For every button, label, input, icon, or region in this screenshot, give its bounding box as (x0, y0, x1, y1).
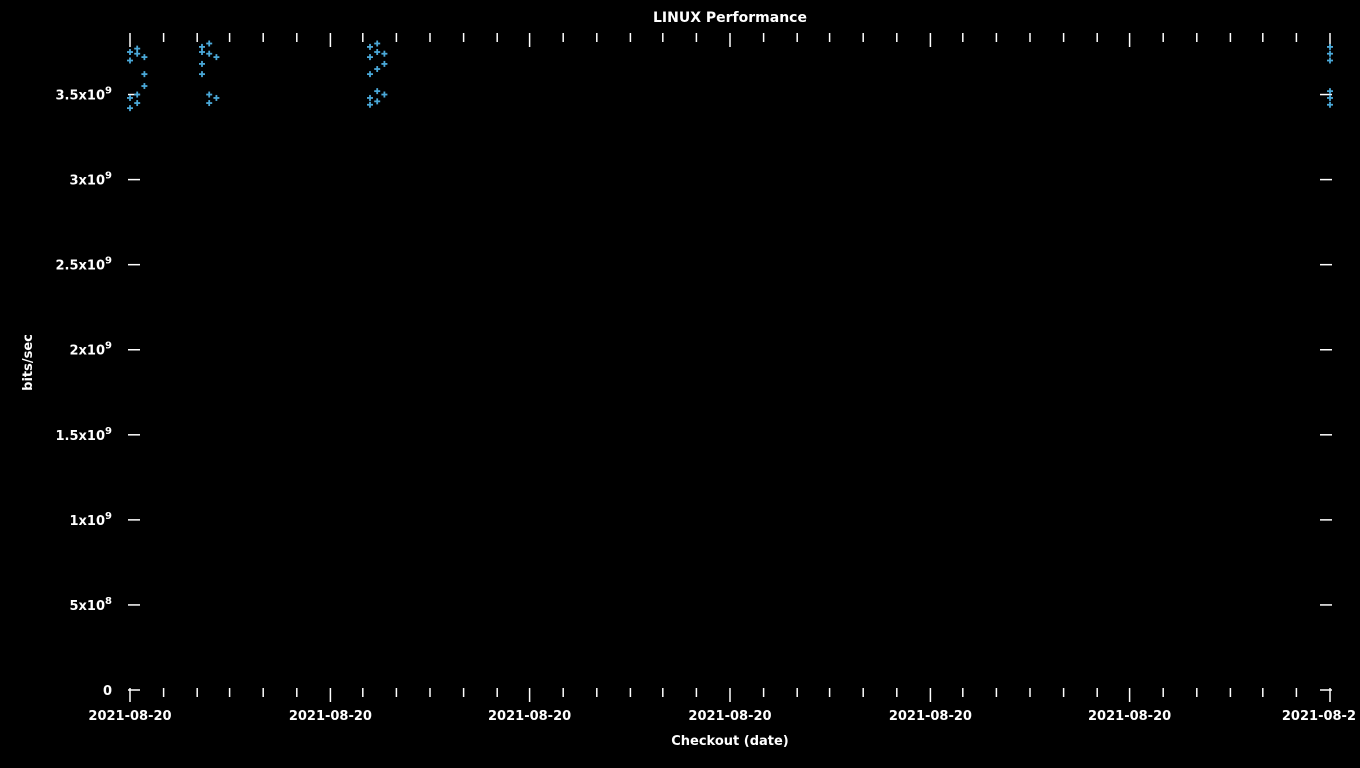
x-tick-label: 2021-08-20 (488, 709, 571, 724)
chart-svg: LINUX Performance05x1081x1091.5x1092x109… (0, 0, 1360, 768)
x-tick-label: 2021-08-20 (1088, 709, 1171, 724)
x-tick-label: 2021-08-20 (688, 709, 771, 724)
y-axis-label: bits/sec (21, 334, 36, 391)
x-axis-label: Checkout (date) (671, 734, 789, 749)
x-tick-label: 2021-08-20 (889, 709, 972, 724)
x-tick-label: 2021-08-2 (1282, 709, 1356, 724)
x-tick-label: 2021-08-20 (88, 709, 171, 724)
y-tick-label: 1.5x109 (56, 426, 113, 444)
chart-title: LINUX Performance (653, 10, 807, 26)
y-tick-label: 0 (103, 684, 112, 699)
x-tick-label: 2021-08-20 (289, 709, 372, 724)
chart-container: LINUX Performance05x1081x1091.5x1092x109… (0, 0, 1360, 768)
y-tick-label: 3.5x109 (56, 86, 113, 104)
chart-bg (0, 0, 1360, 768)
y-tick-label: 2.5x109 (56, 256, 113, 274)
